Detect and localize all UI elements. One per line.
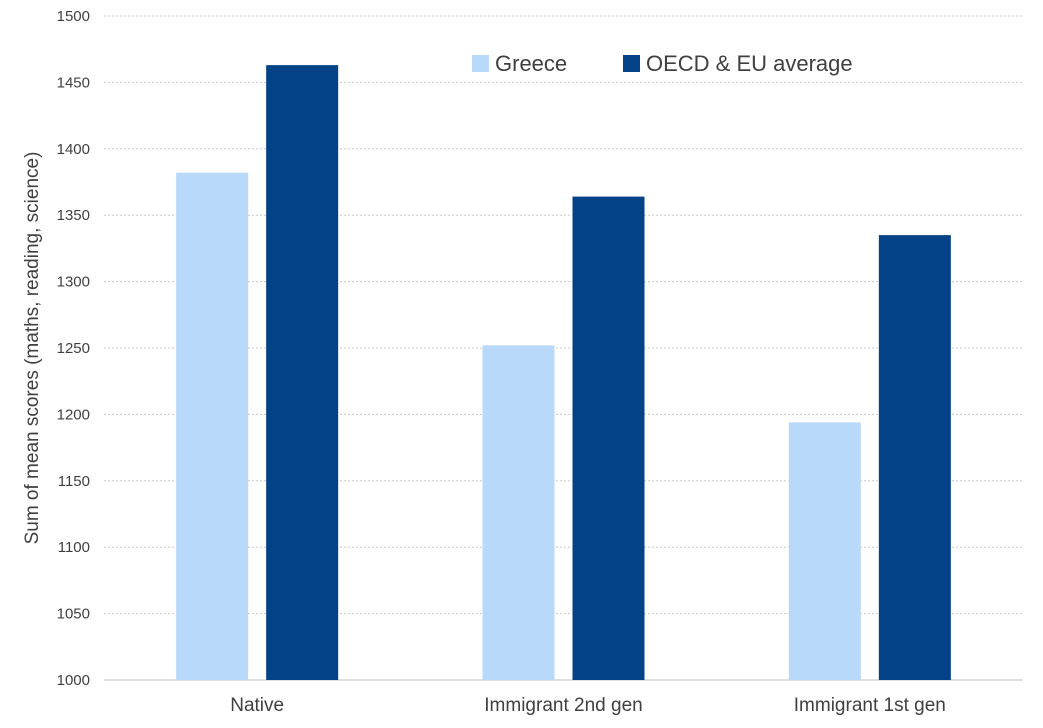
y-tick-label: 1100 <box>58 539 90 556</box>
y-tick-label: 1400 <box>57 141 90 158</box>
y-tick-label: 1500 <box>57 8 90 25</box>
category-labels: Native Immigrant 2nd gen Immigrant 1st gen <box>230 695 946 716</box>
legend-label: Greece <box>495 51 567 76</box>
x-category-label: Immigrant 2nd gen <box>484 695 642 716</box>
bar-greece <box>482 345 555 680</box>
y-tick-label: 1200 <box>57 406 90 423</box>
y-tick-label: 1300 <box>57 274 90 291</box>
bars <box>176 65 951 681</box>
y-tick-label: 1350 <box>57 207 90 224</box>
bar-greece <box>176 172 249 681</box>
y-tick-label: 1250 <box>57 340 90 357</box>
y-tick-label: 1050 <box>57 606 90 623</box>
legend-label: OECD & EU average <box>646 51 853 76</box>
y-tick-label: 1150 <box>58 473 90 490</box>
bar-oecd-eu-average <box>878 235 951 680</box>
legend: Greece OECD & EU average <box>472 51 853 76</box>
y-tick-label: 1000 <box>57 672 90 689</box>
y-axis-ticks: 1000 1050 1100 1150 1200 1250 1300 1350 1400 1450… <box>57 8 90 689</box>
x-category-label: Native <box>230 695 284 716</box>
bar-oecd-eu-average <box>266 65 339 681</box>
y-axis-title: Sum of mean scores (maths, reading, scie… <box>22 152 43 545</box>
legend-swatch <box>623 55 640 72</box>
x-category-label: Immigrant 1st gen <box>794 695 946 716</box>
legend-swatch <box>472 55 489 72</box>
y-tick-label: 1450 <box>57 74 90 91</box>
bar-greece <box>788 422 861 680</box>
gridlines <box>104 15 1023 615</box>
bar-oecd-eu-average <box>572 196 645 680</box>
